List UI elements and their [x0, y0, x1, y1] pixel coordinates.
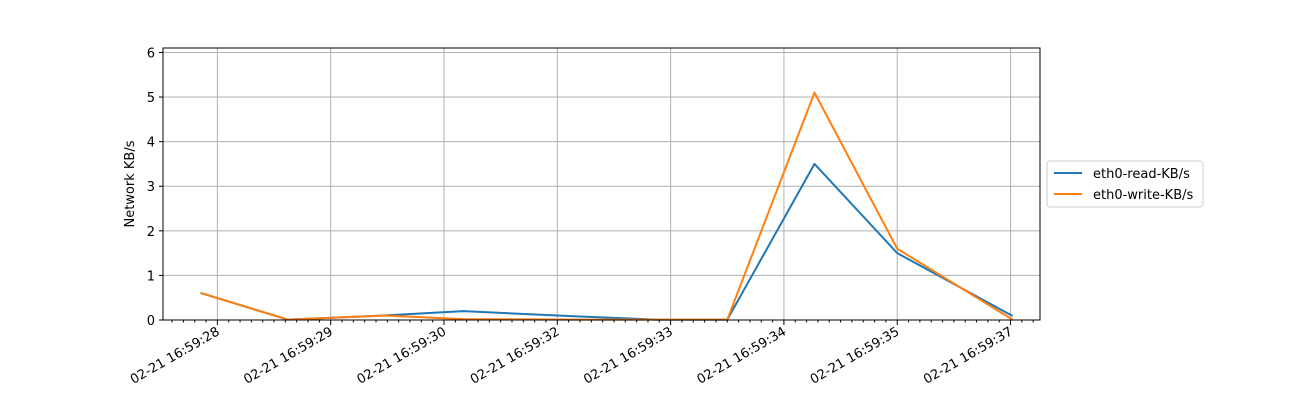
y-axis: 0 1 2 3 4 5 6 — [147, 46, 163, 329]
y-tick-label: 1 — [147, 269, 155, 284]
y-axis-title: Network KB/s — [123, 140, 138, 227]
plot-area-frame — [162, 47, 1041, 321]
y-tick-label: 6 — [147, 46, 155, 61]
series-line-0 — [200, 162, 1014, 321]
y-tick-label: 0 — [147, 314, 155, 329]
x-tick-label: 02-21 16:59:37 — [921, 324, 1015, 387]
y-tick-label: 2 — [147, 225, 155, 240]
x-tick-label: 02-21 16:59:35 — [808, 324, 902, 387]
x-tick-label: 02-21 16:59:28 — [128, 324, 222, 387]
legend-label-eth0-write: eth0-write-KB/s — [1093, 188, 1193, 203]
series-line-1 — [200, 91, 1014, 321]
x-tick-label: 02-21 16:59:34 — [695, 324, 789, 387]
series-lines — [200, 91, 1014, 321]
x-axis: 02-21 16:59:28 02-21 16:59:29 02-21 16:59:… — [128, 320, 1034, 388]
legend-label-eth0-read: eth0-read-KB/s — [1093, 167, 1190, 182]
y-tick-label: 4 — [147, 136, 155, 151]
x-tick-label: 02-21 16:59:32 — [468, 324, 562, 387]
x-tick-label: 02-21 16:59:30 — [355, 324, 449, 387]
y-tick-label: 5 — [147, 91, 155, 106]
grid-lines — [163, 48, 1040, 321]
legend-box — [1046, 160, 1204, 208]
legend: eth0-read-KB/s eth0-write-KB/s — [1046, 160, 1204, 208]
x-tick-label: 02-21 16:59:29 — [241, 324, 335, 387]
y-tick-label: 3 — [147, 180, 155, 195]
x-tick-label: 02-21 16:59:33 — [581, 324, 675, 387]
